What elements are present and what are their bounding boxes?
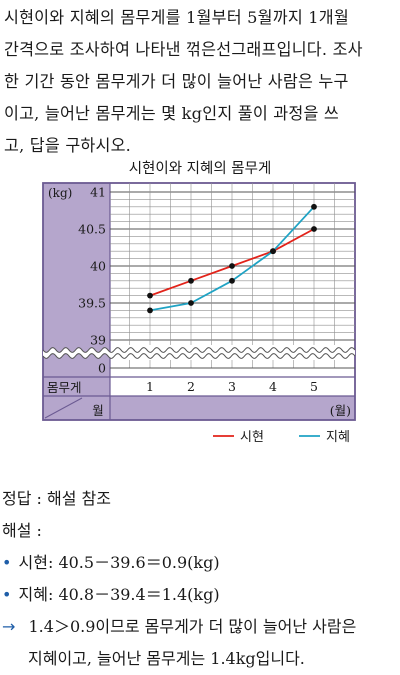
legend-label: 시현	[240, 430, 264, 445]
axis-break-line	[42, 353, 356, 359]
problem-text: 시현이와 지혜의 몸무게를 1월부터 5월까지 1개월 간격으로 조사하여 나타…	[4, 2, 398, 162]
conclusion-line-1: → 1.4＞0.9이므로 몸무게가 더 많이 늘어난 사람은	[2, 611, 398, 643]
y-tick-label: 41	[90, 185, 106, 200]
calc-jihye: • 지혜: 40.8－39.4＝1.4(kg)	[2, 579, 398, 611]
y-tick-label: 40.5	[78, 222, 106, 237]
y-tick-label: 0	[98, 361, 106, 376]
conclusion-line-2: 지혜이고, 늘어난 몸무게는 1.4kg입니다.	[28, 649, 305, 668]
plot-area	[110, 183, 355, 396]
chart-title: 시현이와 지혜의 몸무게	[128, 161, 272, 177]
problem-line-1: 시현이와 지혜의 몸무게를 1월부터 5월까지 1개월	[4, 8, 349, 27]
chart-frame	[42, 182, 356, 421]
y-tick-label: 40	[90, 259, 106, 274]
data-point	[311, 203, 317, 210]
y-tick-label: 39.5	[78, 296, 106, 311]
data-point	[270, 248, 276, 255]
problem-line-5: 고, 답을 구하시오.	[4, 136, 132, 155]
calc-jihye-text: 지혜: 40.8－39.4＝1.4(kg)	[18, 585, 220, 604]
calc-sihyun-text: 시현: 40.5－39.6＝0.9(kg)	[18, 553, 220, 572]
calc-sihyun: • 시현: 40.5－39.6＝0.9(kg)	[2, 547, 398, 579]
answer-section: 정답 : 해설 참조 해설 : • 시현: 40.5－39.6＝0.9(kg) …	[2, 483, 398, 675]
data-point	[147, 307, 153, 314]
conclusion-text-1: 1.4＞0.9이므로 몸무게가 더 많이 늘어난 사람은	[28, 617, 357, 636]
explanation-heading: 해설 :	[2, 521, 42, 540]
bullet-icon: •	[2, 553, 12, 572]
x-tick-label: 4	[269, 379, 277, 394]
problem-line-4: 이고, 늘어난 몸무게는 몇 kg인지 풀이 과정을 쓰	[4, 104, 339, 123]
answer-line: 정답 : 해설 참조	[2, 489, 111, 508]
data-point	[188, 300, 194, 306]
x-unit-label: (월)	[330, 403, 351, 418]
x-tick-label: 1	[146, 379, 154, 394]
data-point	[229, 263, 235, 269]
weight-line-chart: (kg) 41 40.5 40 39.5 39 0 몸무게 1 2 3 4 5 월 (월) 시현 지혜	[42, 182, 356, 445]
problem-line-3: 한 기간 동안 몸무게가 더 많이 늘어난 사람은 누구	[4, 72, 349, 91]
problem-line-2: 간격으로 조사하여 나타낸 꺾은선그래프입니다. 조사	[4, 40, 363, 59]
data-point	[188, 277, 194, 284]
x-tick-label: 5	[310, 379, 318, 394]
data-point	[147, 292, 153, 299]
axis-break-line	[42, 347, 356, 353]
data-point	[229, 277, 235, 284]
y-axis-panel	[43, 183, 110, 420]
corner-label-month: 월	[92, 403, 104, 418]
data-point	[311, 226, 317, 232]
corner-slash	[44, 397, 83, 419]
x-unit-panel	[43, 396, 355, 420]
y-tick-label: 39	[90, 333, 106, 348]
arrow-right-icon: →	[2, 617, 16, 636]
row-header-weight: 몸무게	[47, 380, 82, 395]
bullet-icon: •	[2, 585, 12, 604]
legend-label: 지혜	[326, 430, 350, 445]
x-tick-label: 3	[228, 379, 236, 394]
y-unit-label: (kg)	[48, 186, 72, 200]
x-tick-label: 2	[187, 379, 195, 394]
